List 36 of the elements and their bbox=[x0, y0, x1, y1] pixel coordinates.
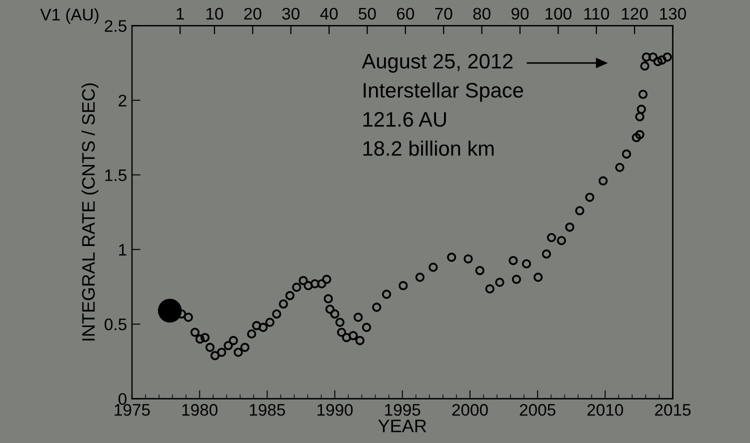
x-tick-label: 1995 bbox=[385, 404, 420, 416]
x2-tick-label: 90 bbox=[512, 8, 529, 20]
x2-tick-label: 110 bbox=[584, 8, 610, 20]
x2-tick-label: 20 bbox=[244, 8, 262, 20]
y-tick-label: 2 bbox=[118, 94, 126, 106]
x2-tick-label: 10 bbox=[206, 8, 224, 20]
x-tick-label: 2015 bbox=[655, 404, 691, 416]
x-tick-label: 1975 bbox=[114, 404, 150, 416]
x-tick-label: 1990 bbox=[318, 404, 353, 416]
x2-tick-label: 100 bbox=[546, 8, 572, 20]
y-tick-label: 0 bbox=[118, 393, 126, 405]
y-tick-label: 1.5 bbox=[105, 169, 126, 182]
x-tick-label: 2000 bbox=[452, 404, 488, 416]
x-tick-label: 1980 bbox=[182, 404, 218, 416]
x-tick-label: 2010 bbox=[587, 404, 624, 416]
y-axis-title: INTEGRAL RATE (CNTS / SEC) bbox=[82, 83, 98, 340]
annotation: Interstellar Space bbox=[364, 82, 524, 102]
x-tick-label: 1985 bbox=[250, 404, 286, 416]
y-tick-label: 0.5 bbox=[104, 318, 126, 330]
x2-tick-label: 1 bbox=[176, 8, 184, 20]
x-tick-label: 2005 bbox=[520, 404, 556, 416]
annotation: August 25, 2012 bbox=[362, 54, 513, 73]
x2-tick-label: 70 bbox=[435, 8, 452, 20]
annotation: 121.6 AU bbox=[363, 112, 446, 127]
x2-axis-title: V1 (AU) bbox=[40, 8, 98, 24]
x2-tick-label: 120 bbox=[622, 8, 648, 20]
x-axis-title: YEAR bbox=[378, 420, 426, 432]
x2-tick-label: 30 bbox=[282, 8, 300, 20]
y-tick-label: 1 bbox=[119, 244, 126, 256]
x2-tick-label: 80 bbox=[473, 8, 490, 20]
x2-tick-label: 60 bbox=[397, 8, 414, 20]
annotation: 18.2 billion km bbox=[363, 140, 494, 156]
x2-tick-label: 40 bbox=[320, 8, 338, 20]
x2-tick-label: 50 bbox=[358, 8, 376, 20]
y-tick-label: 2.5 bbox=[104, 20, 126, 32]
x2-tick-label: 130 bbox=[660, 8, 686, 20]
